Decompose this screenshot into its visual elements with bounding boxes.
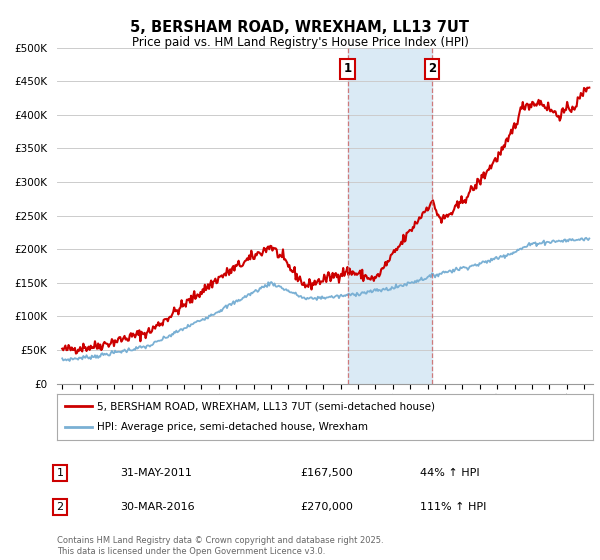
Text: £270,000: £270,000 bbox=[300, 502, 353, 512]
Text: 2: 2 bbox=[428, 62, 436, 76]
Text: 2: 2 bbox=[56, 502, 64, 512]
Text: HPI: Average price, semi-detached house, Wrexham: HPI: Average price, semi-detached house,… bbox=[97, 422, 368, 432]
Bar bbox=[348, 48, 432, 384]
Text: 5, BERSHAM ROAD, WREXHAM, LL13 7UT (semi-detached house): 5, BERSHAM ROAD, WREXHAM, LL13 7UT (semi… bbox=[97, 401, 435, 411]
Text: 1: 1 bbox=[56, 468, 64, 478]
Text: 44% ↑ HPI: 44% ↑ HPI bbox=[420, 468, 479, 478]
Text: 31-MAY-2011: 31-MAY-2011 bbox=[120, 468, 192, 478]
Text: Price paid vs. HM Land Registry's House Price Index (HPI): Price paid vs. HM Land Registry's House … bbox=[131, 36, 469, 49]
Text: 30-MAR-2016: 30-MAR-2016 bbox=[120, 502, 194, 512]
Text: Contains HM Land Registry data © Crown copyright and database right 2025.
This d: Contains HM Land Registry data © Crown c… bbox=[57, 536, 383, 556]
Text: 1: 1 bbox=[344, 62, 352, 76]
Text: 5, BERSHAM ROAD, WREXHAM, LL13 7UT: 5, BERSHAM ROAD, WREXHAM, LL13 7UT bbox=[131, 20, 470, 35]
Text: £167,500: £167,500 bbox=[300, 468, 353, 478]
Text: 111% ↑ HPI: 111% ↑ HPI bbox=[420, 502, 487, 512]
